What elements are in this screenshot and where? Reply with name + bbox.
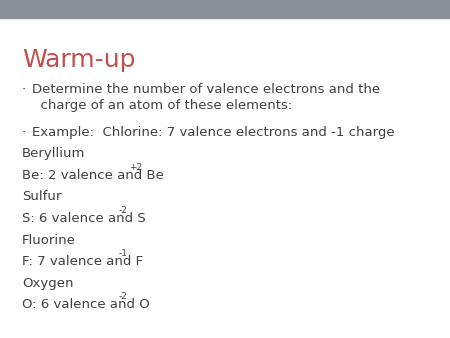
Text: S: 6 valence and S: S: 6 valence and S [22, 212, 146, 225]
Text: -2: -2 [118, 206, 127, 215]
Text: Sulfur: Sulfur [22, 191, 61, 203]
Text: -2: -2 [118, 292, 127, 301]
Text: ·: · [22, 83, 26, 96]
Text: +2: +2 [129, 163, 142, 172]
Text: Fluorine: Fluorine [22, 234, 76, 246]
Text: -1: -1 [118, 249, 127, 258]
Text: F: 7 valence and F: F: 7 valence and F [22, 255, 143, 268]
Bar [0, 0, 450, 18]
Text: Example:  Chlorine: 7 valence electrons and -1 charge: Example: Chlorine: 7 valence electrons a… [32, 126, 395, 139]
Text: Determine the number of valence electrons and the
  charge of an atom of these e: Determine the number of valence electron… [32, 83, 380, 112]
Text: O: 6 valence and O: O: 6 valence and O [22, 298, 150, 311]
Text: Beryllium: Beryllium [22, 147, 86, 161]
Text: ·: · [22, 126, 26, 139]
Text: Be: 2 valence and Be: Be: 2 valence and Be [22, 169, 164, 182]
Text: Warm-up: Warm-up [22, 48, 135, 72]
Text: Oxygen: Oxygen [22, 276, 73, 290]
